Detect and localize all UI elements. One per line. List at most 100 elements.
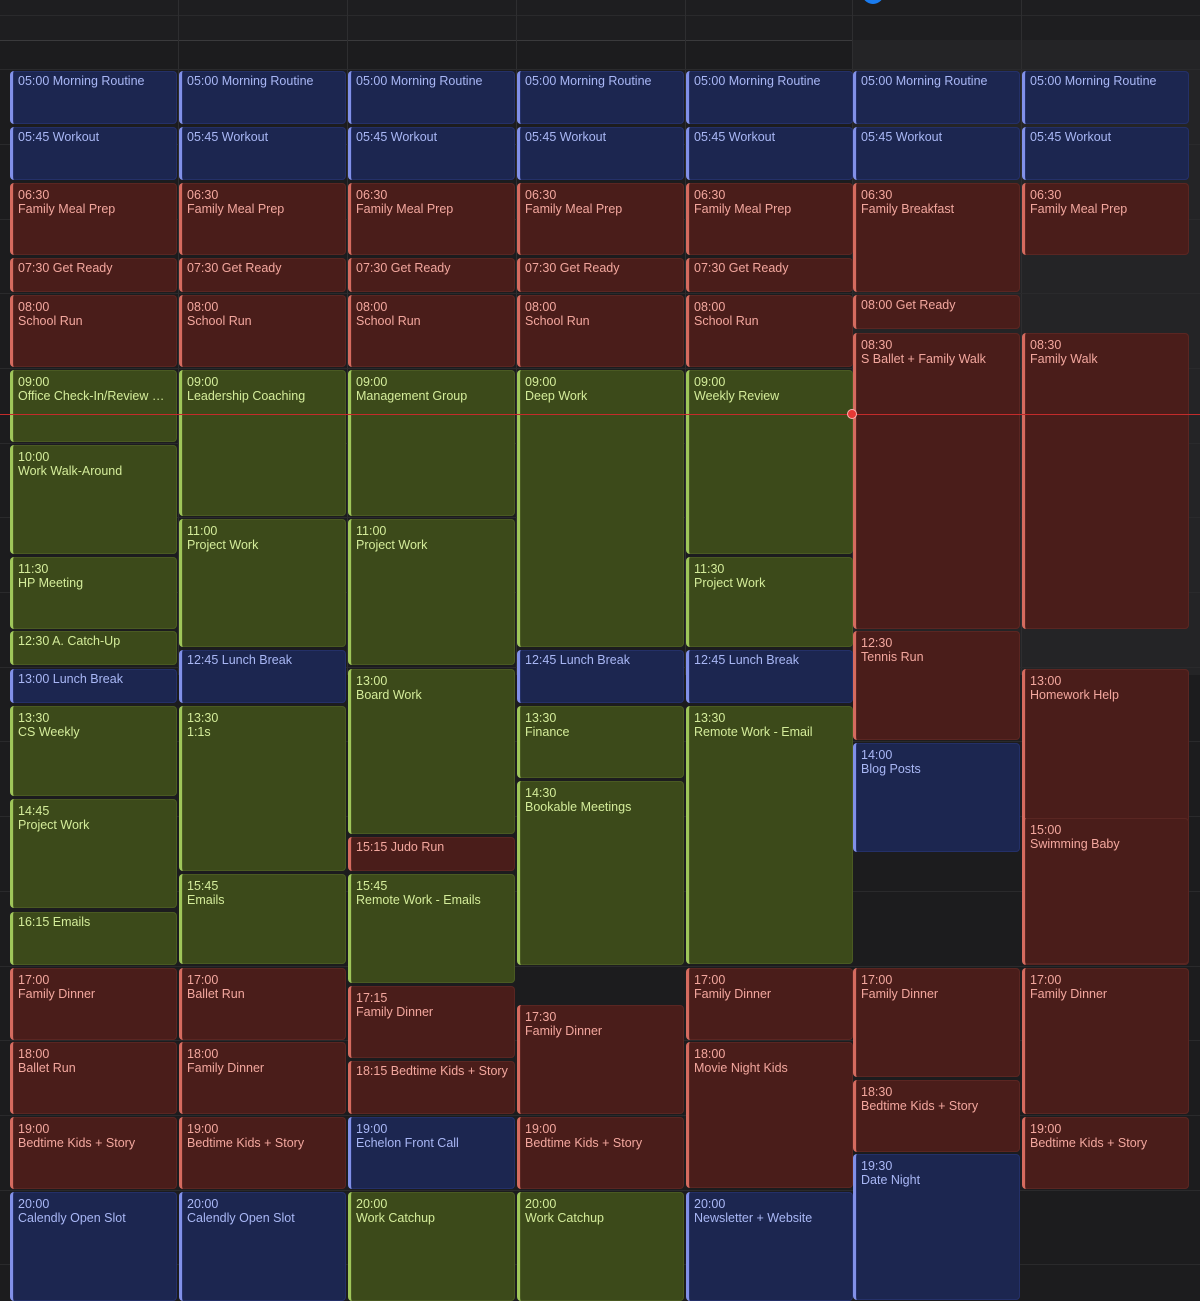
- calendar-event[interactable]: 07:30 Get Ready: [686, 258, 853, 292]
- calendar-event[interactable]: 17:00 Family Dinner: [686, 968, 853, 1040]
- calendar-event[interactable]: 16:15 Emails: [10, 912, 177, 965]
- calendar-event[interactable]: 17:00 Ballet Run: [179, 968, 346, 1040]
- calendar-event[interactable]: 17:15 Family Dinner: [348, 986, 515, 1058]
- calendar-event[interactable]: 06:30 Family Breakfast: [853, 183, 1020, 292]
- event-title: Lunch Break: [49, 672, 123, 686]
- calendar-event[interactable]: 06:30 Family Meal Prep: [10, 183, 177, 255]
- event-title: Family Meal Prep: [525, 202, 623, 216]
- calendar-event[interactable]: 18:00 Ballet Run: [10, 1042, 177, 1114]
- calendar-event[interactable]: 06:30 Family Meal Prep: [179, 183, 346, 255]
- calendar-event[interactable]: 07:30 Get Ready: [348, 258, 515, 292]
- calendar-event[interactable]: 19:00 Echelon Front Call: [348, 1117, 515, 1189]
- calendar-event[interactable]: 07:30 Get Ready: [517, 258, 684, 292]
- calendar-event[interactable]: 05:45 Workout: [686, 127, 853, 180]
- event-title: HP Meeting: [18, 576, 84, 590]
- event-time: 05:45: [694, 130, 726, 144]
- calendar-event[interactable]: 11:30 HP Meeting: [10, 557, 177, 629]
- calendar-event[interactable]: 18:15 Bedtime Kids + Story: [348, 1061, 515, 1114]
- calendar-event[interactable]: 19:00 Bedtime Kids + Story: [179, 1117, 346, 1189]
- calendar-event[interactable]: 11:00 Project Work: [348, 519, 515, 665]
- calendar-event[interactable]: 15:15 Judo Run: [348, 837, 515, 871]
- event-title: Family Dinner: [694, 987, 772, 1001]
- calendar-event[interactable]: 05:45 Workout: [348, 127, 515, 180]
- calendar-event[interactable]: 12:30 A. Catch-Up: [10, 631, 177, 665]
- calendar-event[interactable]: 06:30 Family Meal Prep: [686, 183, 853, 255]
- calendar-event[interactable]: 14:30 Bookable Meetings: [517, 781, 684, 965]
- calendar-event[interactable]: 06:30 Family Meal Prep: [517, 183, 684, 255]
- calendar-event[interactable]: 13:30 Finance: [517, 706, 684, 778]
- calendar-event[interactable]: 09:00 Weekly Review: [686, 370, 853, 554]
- calendar-event[interactable]: 05:00 Morning Routine: [179, 71, 346, 124]
- event-title: Bedtime Kids + Story: [1030, 1136, 1148, 1150]
- calendar-event[interactable]: 09:00 Deep Work: [517, 370, 684, 647]
- calendar-event[interactable]: 10:00 Work Walk-Around: [10, 445, 177, 554]
- calendar-event[interactable]: 05:45 Workout: [179, 127, 346, 180]
- event-time: 09:00: [525, 375, 557, 389]
- calendar-event[interactable]: 08:30 S Ballet + Family Walk: [853, 333, 1020, 629]
- calendar-event[interactable]: 07:30 Get Ready: [179, 258, 346, 292]
- calendar-event[interactable]: 12:30 Tennis Run: [853, 631, 1020, 740]
- calendar-event[interactable]: 05:00 Morning Routine: [853, 71, 1020, 124]
- calendar-event[interactable]: 19:00 Bedtime Kids + Story: [1022, 1117, 1189, 1189]
- calendar-event[interactable]: 13:00 Lunch Break: [10, 669, 177, 703]
- calendar-event[interactable]: 05:00 Morning Routine: [517, 71, 684, 124]
- calendar-event[interactable]: 13:30 CS Weekly: [10, 706, 177, 796]
- calendar-event[interactable]: 07:30 Get Ready: [10, 258, 177, 292]
- calendar-event[interactable]: 18:30 Bedtime Kids + Story: [853, 1080, 1020, 1152]
- calendar-event[interactable]: 09:00 Leadership Coaching: [179, 370, 346, 516]
- calendar-event[interactable]: 05:00 Morning Routine: [10, 71, 177, 124]
- calendar-event[interactable]: 06:30 Family Meal Prep: [1022, 183, 1189, 255]
- calendar-event[interactable]: 08:00 School Run: [348, 295, 515, 367]
- calendar-event[interactable]: 08:00 School Run: [686, 295, 853, 367]
- calendar-event[interactable]: 08:00 School Run: [10, 295, 177, 367]
- calendar-event[interactable]: 13:30 1:1s: [179, 706, 346, 871]
- calendar-event[interactable]: 18:00 Movie Night Kids: [686, 1042, 853, 1188]
- calendar-event[interactable]: 17:30 Family Dinner: [517, 1005, 684, 1114]
- calendar-event[interactable]: 18:00 Family Dinner: [179, 1042, 346, 1114]
- calendar-event[interactable]: 19:30 Date Night: [853, 1154, 1020, 1300]
- calendar-event[interactable]: 15:45 Emails: [179, 874, 346, 964]
- calendar-event[interactable]: 12:45 Lunch Break: [517, 650, 684, 703]
- calendar-event[interactable]: 05:00 Morning Routine: [1022, 71, 1189, 124]
- calendar-event[interactable]: 19:00 Bedtime Kids + Story: [517, 1117, 684, 1189]
- calendar-event[interactable]: 08:00 Get Ready: [853, 295, 1020, 329]
- calendar-event[interactable]: 08:30 Family Walk: [1022, 333, 1189, 629]
- calendar-event[interactable]: 05:45 Workout: [517, 127, 684, 180]
- calendar-event[interactable]: 20:00 Calendly Open Slot: [179, 1192, 346, 1301]
- calendar-event[interactable]: 20:00 Work Catchup: [348, 1192, 515, 1301]
- calendar-event[interactable]: 05:00 Morning Routine: [686, 71, 853, 124]
- calendar-event[interactable]: 11:30 Project Work: [686, 557, 853, 647]
- calendar-event[interactable]: 11:00 Project Work: [179, 519, 346, 647]
- calendar-event[interactable]: 14:45 Project Work: [10, 799, 177, 908]
- calendar-event[interactable]: 12:45 Lunch Break: [179, 650, 346, 703]
- calendar-event[interactable]: 15:45 Remote Work - Emails: [348, 874, 515, 983]
- calendar-event[interactable]: 08:00 School Run: [179, 295, 346, 367]
- calendar-event[interactable]: 20:00 Newsletter + Website: [686, 1192, 853, 1301]
- calendar-event[interactable]: 05:00 Morning Routine: [348, 71, 515, 124]
- calendar-event[interactable]: 13:30 Remote Work - Email: [686, 706, 853, 964]
- calendar-event[interactable]: 17:00 Family Dinner: [853, 968, 1020, 1077]
- calendar-event[interactable]: 05:45 Workout: [1022, 127, 1189, 180]
- calendar-event[interactable]: 12:45 Lunch Break: [686, 650, 853, 703]
- event-title: Get Ready: [556, 261, 620, 275]
- event-time: 14:00: [861, 748, 893, 762]
- calendar-event[interactable]: 09:00 Management Group: [348, 370, 515, 516]
- calendar-event[interactable]: 17:00 Family Dinner: [1022, 968, 1189, 1114]
- calendar-event[interactable]: 08:00 School Run: [517, 295, 684, 367]
- calendar-event[interactable]: 09:00 Office Check-In/Review W...: [10, 370, 177, 442]
- calendar-event[interactable]: 15:00 Swimming Baby: [1022, 818, 1189, 964]
- calendar-event[interactable]: 05:45 Workout: [10, 127, 177, 180]
- calendar-event[interactable]: 17:00 Family Dinner: [10, 968, 177, 1040]
- event-title: A. Catch-Up: [49, 634, 121, 648]
- event-time: 13:30: [694, 711, 726, 725]
- event-title: Swimming Baby: [1030, 837, 1120, 851]
- calendar-event[interactable]: 20:00 Calendly Open Slot: [10, 1192, 177, 1301]
- calendar-event[interactable]: 19:00 Bedtime Kids + Story: [10, 1117, 177, 1189]
- event-title: Morning Routine: [556, 74, 652, 88]
- calendar-event[interactable]: 20:00 Work Catchup: [517, 1192, 684, 1301]
- event-time: 17:00: [187, 973, 219, 987]
- calendar-event[interactable]: 06:30 Family Meal Prep: [348, 183, 515, 255]
- calendar-event[interactable]: 13:00 Board Work: [348, 669, 515, 834]
- calendar-event[interactable]: 05:45 Workout: [853, 127, 1020, 180]
- calendar-event[interactable]: 14:00 Blog Posts: [853, 743, 1020, 852]
